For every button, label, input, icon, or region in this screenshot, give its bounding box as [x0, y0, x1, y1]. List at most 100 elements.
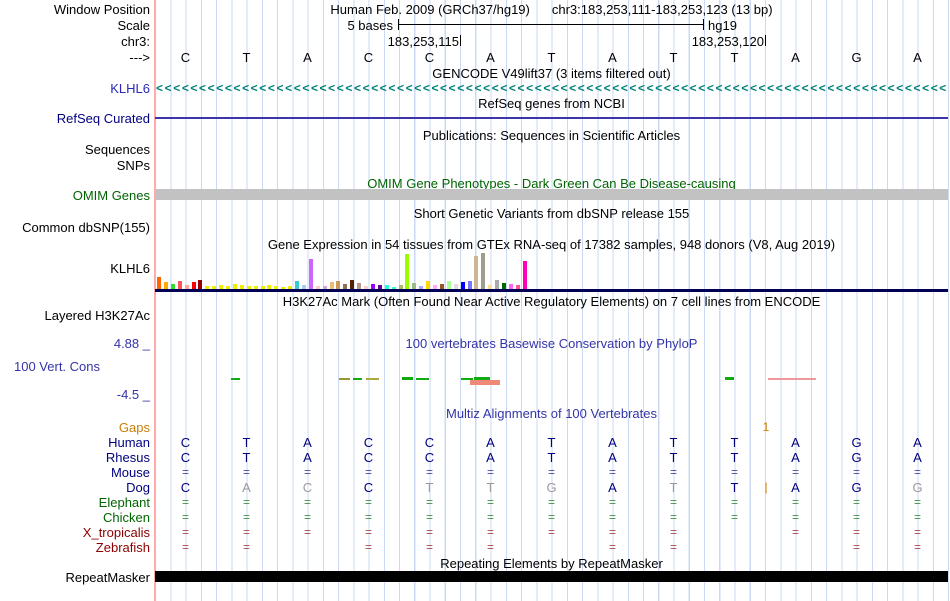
gtex-bar[interactable] [391, 287, 396, 289]
gtex-bar[interactable] [439, 284, 444, 289]
gtex-bar[interactable] [412, 283, 417, 289]
gtex-title[interactable]: Gene Expression in 54 tissues from GTEx … [267, 237, 836, 252]
gtex-bar[interactable] [274, 286, 279, 289]
multiz-cell: G [851, 435, 862, 450]
multiz-species-label-chicken[interactable]: Chicken [103, 510, 150, 525]
gtex-bar[interactable] [453, 284, 458, 289]
gtex-bar[interactable] [198, 280, 203, 289]
gtex-bar[interactable] [364, 286, 368, 289]
refseq-label[interactable]: RefSeq Curated [56, 111, 150, 126]
gtex-bar[interactable] [329, 282, 334, 289]
gtex-bar[interactable] [191, 282, 196, 289]
gtex-bar[interactable] [322, 286, 327, 289]
h3k27ac-title[interactable]: H3K27Ac Mark (Often Found Near Active Re… [282, 294, 821, 309]
gtex-bar[interactable] [212, 286, 217, 289]
multiz-species-label-zebrafish[interactable]: Zebrafish [95, 540, 150, 555]
gtex-bar[interactable] [419, 286, 424, 289]
gtex-bar[interactable] [281, 287, 286, 289]
gtex-bar[interactable] [170, 284, 175, 289]
omim-label[interactable]: OMIM Genes [72, 188, 150, 203]
base-letter: C [363, 50, 374, 65]
gencode-gene-track[interactable]: <<<<<<<<<<<<<<<<<<<<<<<<<<<<<<<<<<<<<<<<… [156, 81, 948, 95]
publications-title[interactable]: Publications: Sequences in Scientific Ar… [422, 128, 681, 143]
phylop-label[interactable]: 100 Vert. Cons [14, 359, 100, 374]
gtex-bar[interactable] [239, 285, 244, 289]
gtex-bar[interactable] [288, 286, 293, 289]
gtex-bar[interactable] [495, 280, 500, 289]
multiz-title[interactable]: Multiz Alignments of 100 Vertebrates [445, 406, 657, 421]
multiz-species-label-human[interactable]: Human [108, 435, 150, 450]
multiz-row-gaps[interactable] [155, 420, 948, 435]
repeatmasker-label[interactable]: RepeatMasker [65, 570, 150, 585]
gtex-bar[interactable] [474, 256, 479, 289]
gtex-bar[interactable] [426, 281, 431, 289]
refseq-title[interactable]: RefSeq genes from NCBI [478, 96, 625, 111]
gtex-bar[interactable] [267, 285, 272, 289]
repeatmasker-track-bar[interactable] [155, 571, 948, 582]
gtex-bar[interactable] [522, 261, 527, 289]
omim-title[interactable]: OMIM Gene Phenotypes - Dark Green Can Be… [367, 176, 736, 191]
omim-track-bar[interactable] [155, 189, 948, 200]
gtex-bar[interactable] [219, 285, 224, 289]
multiz-row-elephant[interactable]: = = = = = = = = = = = = = [155, 495, 948, 510]
gtex-bar[interactable] [177, 281, 182, 289]
gtex-bar[interactable] [405, 254, 410, 289]
gtex-bar[interactable] [308, 259, 313, 289]
multiz-row-x_tropicalis[interactable]: = = = = = = = = = = = = [155, 525, 948, 540]
multiz-species-label-rhesus[interactable]: Rhesus [105, 450, 150, 465]
gencode-gene-label[interactable]: KLHL6 [110, 81, 150, 96]
gtex-bar[interactable] [370, 284, 375, 289]
gtex-bar[interactable] [157, 277, 161, 289]
h3k27ac-label[interactable]: Layered H3K27Ac [44, 308, 150, 323]
gtex-bar[interactable] [515, 285, 520, 289]
sequences-label[interactable]: Sequences [84, 142, 150, 157]
snps-label[interactable]: SNPs [116, 158, 150, 173]
gtex-bar[interactable] [350, 280, 355, 289]
dbsnp-label[interactable]: Common dbSNP(155) [22, 220, 150, 235]
gtex-bar[interactable] [460, 282, 465, 289]
gtex-bar[interactable] [301, 285, 306, 289]
gtex-bar[interactable] [226, 286, 230, 289]
gtex-bar[interactable] [343, 284, 348, 289]
repeatmasker-title[interactable]: Repeating Elements by RepeatMasker [440, 556, 663, 571]
multiz-row-chicken[interactable]: = = = = = = = = = = = = = [155, 510, 948, 525]
gtex-bar[interactable] [205, 286, 210, 289]
gtex-bar[interactable] [336, 281, 341, 289]
refseq-gene-line[interactable] [155, 117, 948, 119]
gtex-bar[interactable] [163, 282, 168, 289]
gtex-bar[interactable] [260, 286, 265, 289]
gtex-bar[interactable] [467, 281, 472, 289]
gtex-bar[interactable] [184, 285, 189, 289]
gtex-bar[interactable] [384, 285, 389, 289]
multiz-species-label-mouse[interactable]: Mouse [110, 465, 150, 480]
gtex-bar[interactable] [446, 281, 451, 289]
gtex-bar[interactable] [377, 285, 382, 289]
multiz-row-mouse[interactable]: = = = = = = = = = = = = = [155, 465, 948, 480]
phylop-title[interactable]: 100 vertebrates Basewise Conservation by… [405, 336, 698, 351]
gtex-bar[interactable] [315, 286, 320, 289]
dbsnp-title[interactable]: Short Genetic Variants from dbSNP releas… [413, 206, 690, 221]
gtex-bar[interactable] [481, 253, 486, 289]
multiz-species-label-x_tropicalis[interactable]: X_tropicalis [82, 525, 150, 540]
multiz-row-zebrafish[interactable]: = = = = = = = = = [155, 540, 948, 555]
gtex-bar[interactable] [253, 286, 258, 289]
gtex-gene-label[interactable]: KLHL6 [110, 261, 150, 276]
multiz-species-label-gaps[interactable]: Gaps [118, 420, 150, 435]
gtex-bar[interactable] [508, 284, 513, 289]
gtex-bar[interactable] [295, 281, 299, 289]
gtex-bar[interactable] [357, 283, 362, 289]
gtex-bar[interactable] [232, 284, 237, 289]
multiz-species-label-dog[interactable]: Dog [126, 480, 150, 495]
phylop-track[interactable] [155, 340, 948, 420]
gtex-bar[interactable] [502, 283, 506, 289]
gtex-bar[interactable] [246, 286, 251, 289]
gtex-bar[interactable] [488, 285, 493, 289]
multiz-species-label-elephant[interactable]: Elephant [98, 495, 150, 510]
gtex-bar[interactable] [433, 285, 437, 289]
gencode-title[interactable]: GENCODE V49lift37 (3 items filtered out) [432, 66, 671, 81]
gtex-bars[interactable] [157, 253, 537, 289]
gtex-bar[interactable] [398, 285, 403, 289]
